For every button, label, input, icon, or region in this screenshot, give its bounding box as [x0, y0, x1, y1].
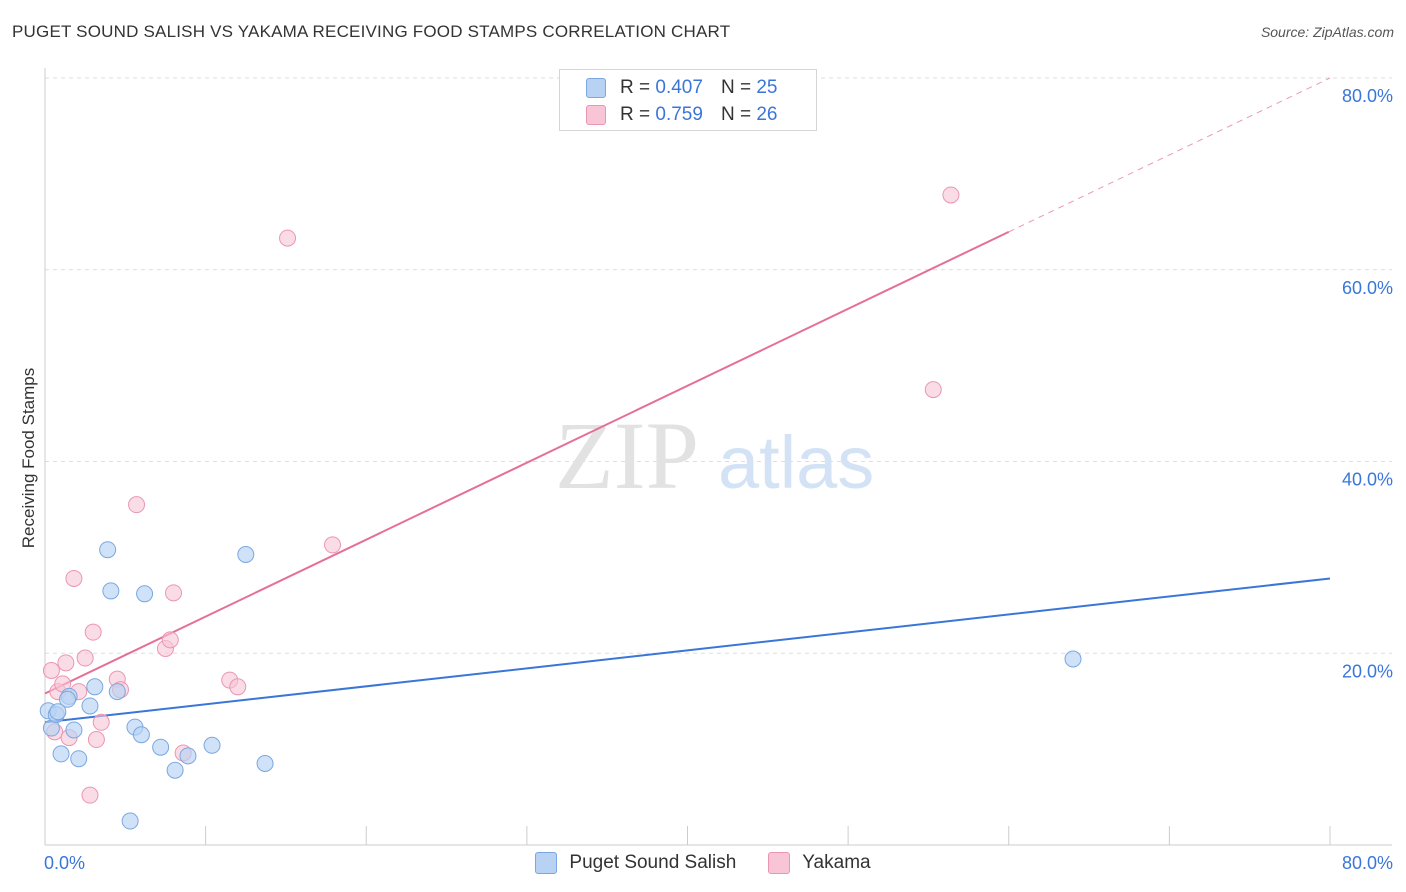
point-puget — [203, 736, 221, 754]
point-puget — [179, 747, 197, 765]
point-puget — [132, 726, 150, 744]
trend-line-yakama — [44, 230, 1010, 695]
legend-swatch-pink — [586, 105, 606, 125]
legend-row-puget: R = 0.407 N = 25 — [586, 76, 777, 100]
point-yakama — [81, 786, 99, 804]
point-puget — [52, 745, 70, 763]
point-yakama — [942, 186, 960, 204]
point-yakama — [84, 623, 102, 641]
y-axis-title: Receiving Food Stamps — [19, 368, 38, 548]
point-yakama — [92, 713, 110, 731]
point-yakama — [279, 229, 297, 247]
legend-n-label: N = — [720, 104, 752, 125]
point-yakama — [65, 569, 83, 587]
series-label-puget: Puget Sound Salish — [569, 852, 737, 873]
point-yakama — [42, 662, 60, 680]
trend-line-puget — [44, 577, 1331, 724]
point-puget — [86, 678, 104, 696]
legend-r-value: 0.759 — [655, 104, 703, 125]
point-puget — [256, 755, 274, 773]
point-yakama — [57, 654, 75, 672]
x-tick-label: 0.0% — [44, 853, 85, 873]
point-yakama — [161, 631, 179, 649]
source-label: Source: ZipAtlas.com — [1260, 24, 1394, 40]
legend-r-label: R = — [620, 104, 651, 125]
y-tick-label: 40.0% — [1342, 470, 1393, 490]
point-puget — [1064, 650, 1082, 668]
chart-title: PUGET SOUND SALISH VS YAKAMA RECEIVING F… — [12, 22, 731, 41]
point-puget — [136, 585, 154, 603]
x-tick-label: 80.0% — [1342, 853, 1393, 873]
point-yakama — [165, 584, 182, 602]
point-yakama — [87, 731, 105, 749]
trend-lines — [44, 77, 1331, 724]
legend-n-value: 25 — [756, 77, 778, 98]
y-tick-label: 60.0% — [1342, 278, 1393, 298]
point-puget — [49, 703, 67, 721]
point-yakama — [324, 536, 342, 554]
point-puget — [121, 812, 139, 830]
point-yakama — [229, 678, 247, 696]
point-puget — [108, 683, 126, 701]
watermark: ZIP atlas — [555, 402, 874, 509]
point-puget — [58, 690, 76, 708]
point-puget — [99, 541, 117, 559]
point-puget — [152, 738, 170, 756]
point-yakama — [76, 649, 94, 667]
stats-legend: R = 0.407 N = 25 R = 0.759 N = 26 — [559, 69, 817, 131]
point-puget — [102, 582, 120, 600]
series-legend: Puget Sound Salish Yakama — [0, 852, 1406, 874]
series-swatch-pink — [768, 852, 791, 874]
legend-r-value: 0.407 — [655, 77, 703, 98]
trend-line-yakama-extension — [1008, 77, 1331, 233]
series-legend-puget[interactable]: Puget Sound Salish — [535, 852, 736, 874]
y-tick-label: 20.0% — [1342, 661, 1393, 681]
legend-swatch-blue — [586, 78, 606, 98]
grid-lines — [45, 77, 1392, 654]
series-swatch-blue — [535, 852, 558, 874]
legend-n-label: N = — [720, 77, 752, 98]
legend-n-value: 26 — [756, 104, 778, 125]
watermark-atlas: atlas — [718, 421, 874, 504]
point-puget — [65, 721, 83, 739]
data-points — [39, 186, 1082, 830]
y-tick-label: 80.0% — [1342, 86, 1393, 106]
point-puget — [166, 761, 184, 779]
point-puget — [70, 750, 88, 768]
watermark-zip: ZIP — [555, 402, 699, 509]
axis-labels: 20.0% 40.0% 60.0% 80.0% 0.0% 80.0% Receiving F… — [19, 86, 1393, 873]
legend-row-yakama: R = 0.759 N = 26 — [586, 103, 777, 127]
point-puget — [237, 545, 255, 563]
point-yakama — [924, 381, 942, 399]
series-legend-yakama[interactable]: Yakama — [768, 852, 871, 874]
series-label-yakama: Yakama — [802, 852, 871, 873]
legend-r-label: R = — [620, 77, 651, 98]
point-yakama — [128, 496, 146, 514]
point-puget — [81, 697, 99, 715]
